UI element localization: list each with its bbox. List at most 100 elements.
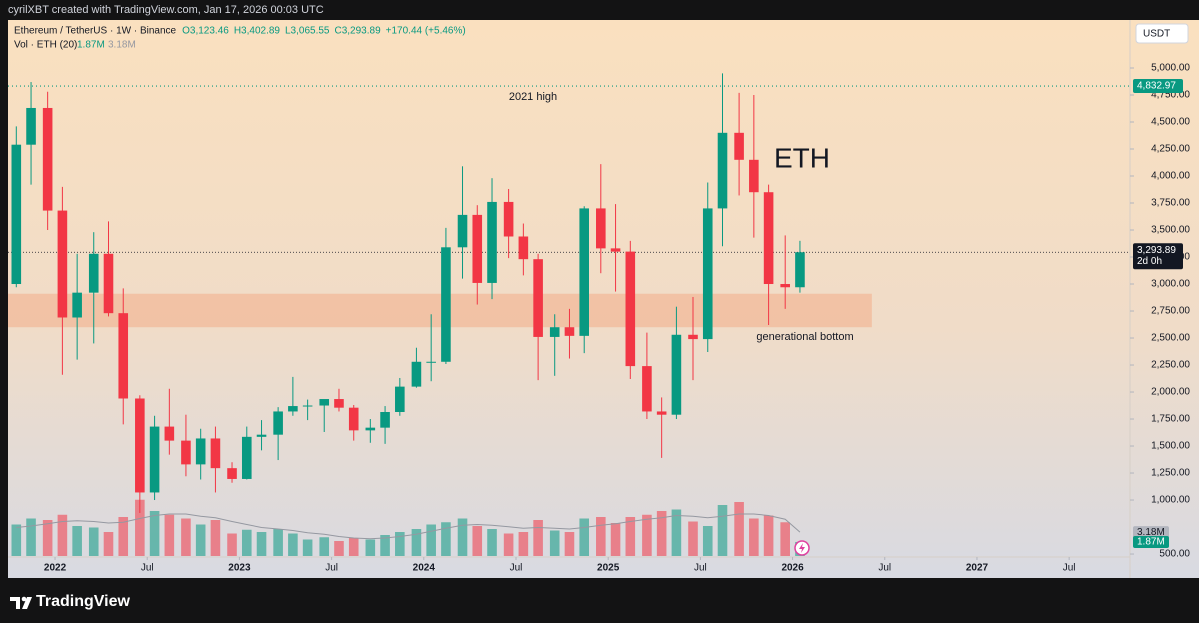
candle-body xyxy=(518,236,529,260)
y-tick-label: 1,500.00 xyxy=(1151,441,1190,452)
candle-body xyxy=(135,398,145,493)
candle-body xyxy=(579,208,590,336)
candle-body xyxy=(625,251,636,367)
top-bar xyxy=(0,0,1199,20)
y-tick-label: 2,750.00 xyxy=(1151,306,1190,317)
y-tick-label: 500.00 xyxy=(1159,549,1190,560)
candle-body xyxy=(533,259,543,337)
candle-body xyxy=(72,292,82,318)
volume-bar xyxy=(42,520,53,556)
brand-logo xyxy=(10,597,32,609)
volume-tag xyxy=(1133,535,1169,548)
volume-bar xyxy=(227,533,237,556)
x-tick-label: 2024 xyxy=(413,563,436,574)
candle-body xyxy=(365,427,376,431)
volume-bar xyxy=(334,541,344,556)
volume-ma-tag xyxy=(1133,526,1169,539)
volume-bar xyxy=(149,511,160,556)
volume-bar xyxy=(241,529,252,556)
y-tick-label: 3,750.00 xyxy=(1151,198,1190,209)
volume-bar xyxy=(348,538,359,556)
annotation: 2021 high xyxy=(509,91,557,103)
ohlc-value: O3,123.46 xyxy=(182,26,229,37)
volume-bar xyxy=(596,517,606,556)
candle-body xyxy=(42,107,53,211)
volume-bar xyxy=(749,518,759,556)
candle-body xyxy=(688,334,698,340)
volume-bar xyxy=(734,502,744,556)
volume-bar xyxy=(610,523,621,556)
volume-bar xyxy=(395,532,405,556)
x-tick-label: 2022 xyxy=(44,563,67,574)
y-tick-label: 1,000.00 xyxy=(1151,495,1190,506)
candle-body xyxy=(210,438,221,469)
currency-label[interactable]: USDT xyxy=(1143,29,1170,40)
volume-bar xyxy=(288,533,298,556)
volume-bar xyxy=(380,535,390,556)
volume-bar xyxy=(625,517,636,556)
y-tick-label: 3,000.00 xyxy=(1151,279,1190,290)
volume-bar xyxy=(533,520,543,556)
candle-body xyxy=(642,366,652,412)
volume-bar xyxy=(579,518,590,556)
volume-bar xyxy=(472,526,483,556)
candle-body xyxy=(411,361,422,387)
candle-body xyxy=(181,440,191,465)
x-tick-label: Jul xyxy=(510,563,523,574)
candle-body xyxy=(717,132,728,209)
y-tick-label: 4,000.00 xyxy=(1151,171,1190,182)
x-tick-label: 2027 xyxy=(966,563,989,574)
volume-bar xyxy=(273,529,283,556)
candle-body xyxy=(457,214,468,248)
x-tick-label: 2025 xyxy=(597,563,620,574)
volume-bar xyxy=(411,529,422,556)
ohlc-value: +170.44 (+5.46%) xyxy=(386,26,466,37)
candle-body xyxy=(795,252,805,288)
volume-bar xyxy=(642,514,652,556)
x-tick-label: 2026 xyxy=(781,563,804,574)
candle-body xyxy=(195,438,206,465)
volume-bar xyxy=(688,521,698,556)
candle-body xyxy=(380,411,390,428)
y-tick-label: 3,500.00 xyxy=(1151,225,1190,236)
y-tick-label: 5,000.00 xyxy=(1151,63,1190,74)
plot xyxy=(8,73,1130,556)
candle-body xyxy=(88,253,99,293)
volume-bar xyxy=(487,529,497,556)
volume-bar xyxy=(441,522,451,556)
volume-bar xyxy=(88,527,99,556)
last-price-label: 3,293.89 xyxy=(1137,245,1176,256)
candle-body xyxy=(596,208,606,249)
ohlc-value: C3,293.89 xyxy=(334,26,381,37)
volume-bar xyxy=(564,532,575,556)
volume-tag-label: 1.87M xyxy=(1137,537,1165,548)
candle-body xyxy=(487,201,497,283)
volume-bar xyxy=(319,537,330,556)
candle-body xyxy=(164,426,175,441)
candle-body xyxy=(319,399,330,406)
candle-body xyxy=(256,434,267,437)
candle-body xyxy=(749,159,759,193)
candle-body xyxy=(273,411,283,435)
y-tick-label: 2,250.00 xyxy=(1151,360,1190,371)
x-tick-label: Jul xyxy=(1063,563,1076,574)
high-price-label: 4,832.97 xyxy=(1137,81,1176,92)
event-icon-bolt xyxy=(799,543,805,553)
x-tick-label: Jul xyxy=(141,563,154,574)
candle-body xyxy=(671,334,682,415)
y-tick-label: 2,000.00 xyxy=(1151,387,1190,398)
volume-legend: 1.87M xyxy=(77,40,105,51)
candle-body xyxy=(426,361,436,363)
volume-bar xyxy=(763,515,774,556)
candle-body xyxy=(472,214,483,283)
currency-button[interactable] xyxy=(1135,23,1189,44)
y-tick-label: 4,500.00 xyxy=(1151,117,1190,128)
volume-bar xyxy=(164,514,175,556)
x-tick-label: Jul xyxy=(694,563,707,574)
brand-name: TradingView xyxy=(36,593,131,610)
volume-ma-line xyxy=(16,513,801,540)
volume-bar xyxy=(118,517,129,556)
volume-bar xyxy=(503,533,514,556)
y-tick-label: 1,250.00 xyxy=(1151,468,1190,479)
